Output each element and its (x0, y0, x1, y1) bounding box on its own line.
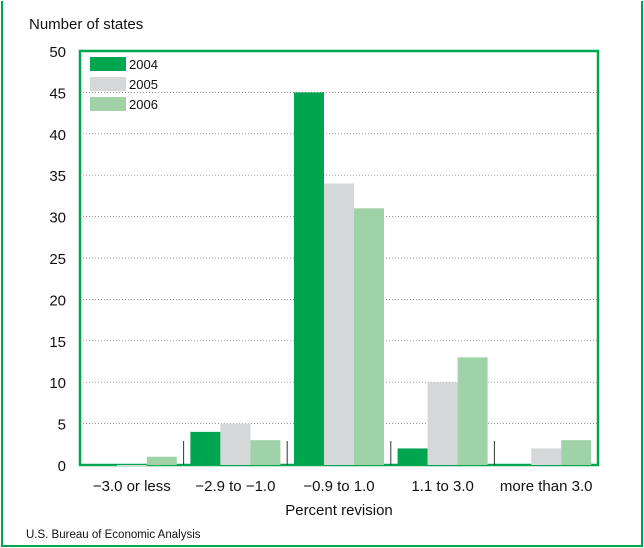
bar-2005-2 (324, 183, 354, 466)
x-tick-label: −2.9 to −1.0 (195, 478, 275, 495)
source-note: U.S. Bureau of Economic Analysis (26, 529, 201, 541)
legend-swatch-2004 (90, 57, 126, 71)
bar-2005-0 (116, 465, 147, 466)
legend-label: 2004 (129, 57, 158, 72)
x-tick-label: −0.9 to 1.0 (303, 478, 374, 495)
y-tick-label: 20 (49, 292, 66, 309)
x-tick-label: −3.0 or less (93, 478, 171, 495)
bar-2005-3 (427, 382, 458, 465)
y-tick-label: 5 (58, 417, 66, 434)
y-tick-labels: 0 5 10 15 20 25 30 35 40 45 50 (49, 44, 66, 475)
y-tick-label: 40 (49, 127, 66, 144)
legend-label: 2005 (129, 77, 158, 92)
legend: 2004 2005 2006 (90, 57, 158, 112)
bars (86, 92, 592, 466)
bar-2004-3 (397, 448, 428, 465)
bar-2006-0 (146, 456, 177, 465)
y-tick-label: 45 (49, 85, 66, 102)
bar-2005-1 (220, 423, 251, 465)
y-tick-label: 50 (49, 44, 66, 61)
legend-label: 2006 (129, 97, 158, 112)
y-tick-label: 15 (49, 334, 66, 351)
bar-2006-2 (354, 208, 384, 465)
category-separators (183, 441, 495, 465)
y-tick-label: 0 (58, 458, 66, 475)
y-axis-label: Number of states (29, 16, 143, 33)
x-tick-label: more than 3.0 (500, 478, 593, 495)
y-tick-label: 10 (49, 375, 66, 392)
legend-swatch-2005 (90, 77, 126, 91)
x-tick-label: 1.1 to 3.0 (411, 478, 474, 495)
y-tick-label: 30 (49, 210, 66, 227)
bar-2004-4 (501, 465, 532, 466)
bar-2006-3 (457, 357, 488, 465)
bar-2004-1 (190, 431, 221, 465)
bar-2004-2 (294, 92, 324, 466)
bar-2004-0 (86, 465, 117, 466)
x-axis-label: Percent revision (285, 502, 393, 519)
y-tick-label: 35 (49, 168, 66, 185)
bar-2005-4 (531, 448, 562, 465)
bar-2006-4 (561, 440, 592, 465)
x-tick-labels: −3.0 or less −2.9 to −1.0 −0.9 to 1.0 1.1 t… (93, 478, 593, 495)
y-tick-label: 25 (49, 251, 66, 268)
legend-swatch-2006 (90, 97, 126, 111)
bar-2006-1 (250, 440, 281, 465)
